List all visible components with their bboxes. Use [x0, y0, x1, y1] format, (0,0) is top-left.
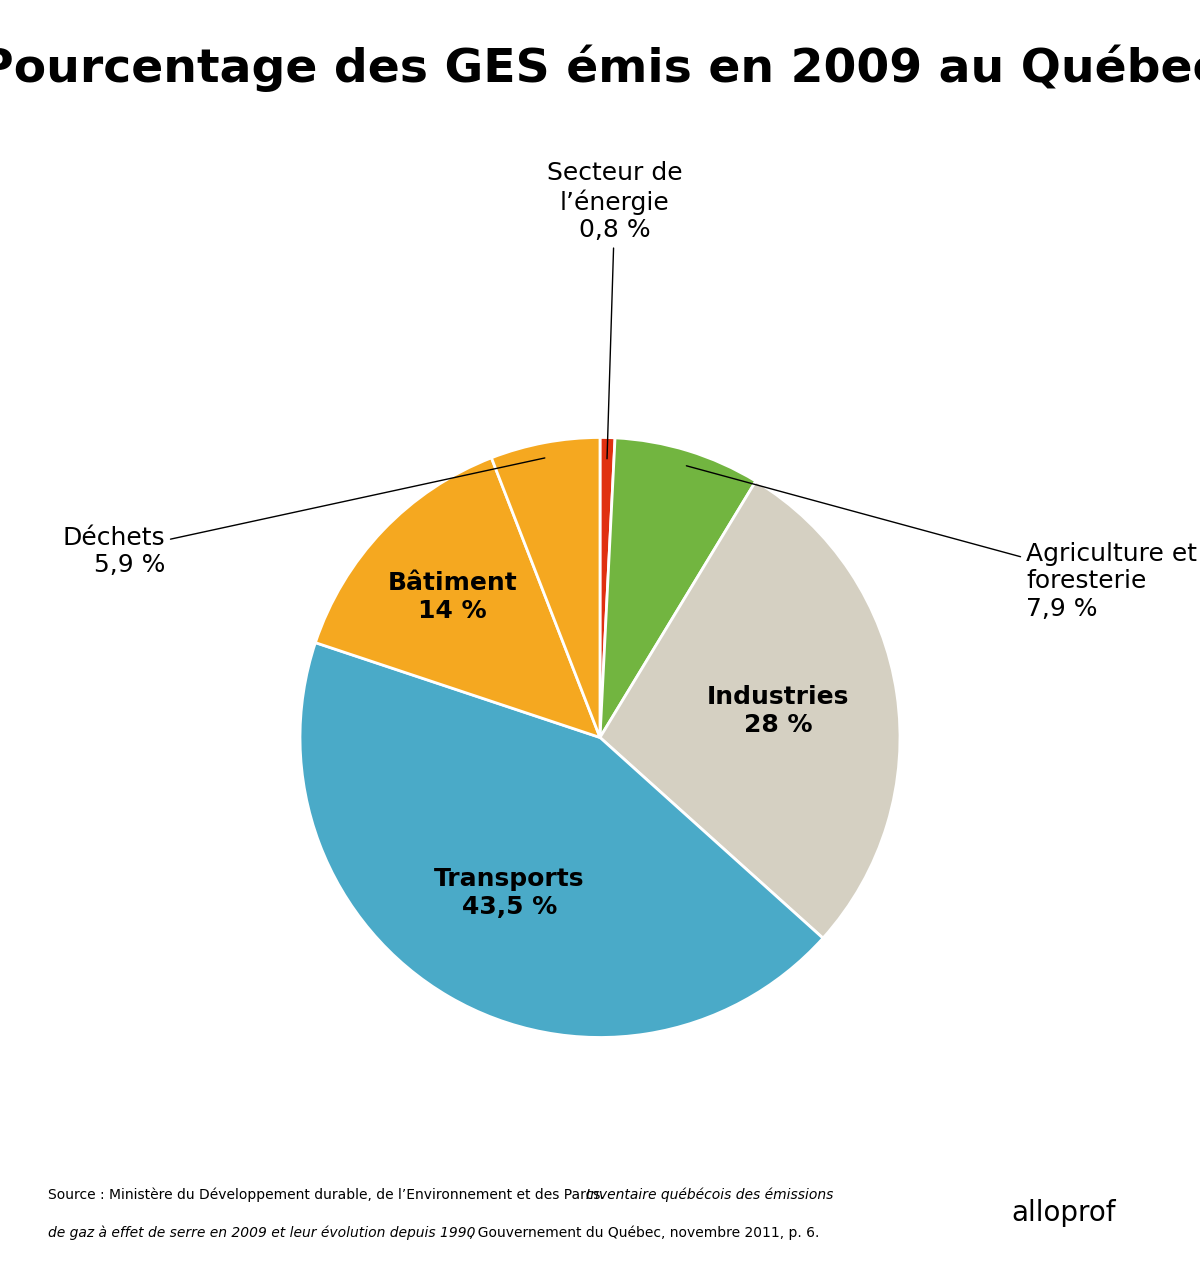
Text: alloprof: alloprof — [1012, 1199, 1116, 1227]
Text: de gaz à effet de serre en 2009 et leur évolution depuis 1990: de gaz à effet de serre en 2009 et leur … — [48, 1226, 475, 1240]
Text: Pourcentage des GES émis en 2009 au Québec: Pourcentage des GES émis en 2009 au Québ… — [0, 45, 1200, 92]
Text: , Gouvernement du Québec, novembre 2011, p. 6.: , Gouvernement du Québec, novembre 2011,… — [469, 1226, 820, 1240]
Text: Industries
28 %: Industries 28 % — [707, 685, 850, 738]
Text: Bâtiment
14 %: Bâtiment 14 % — [388, 571, 517, 623]
Text: Inventaire québécois des émissions: Inventaire québécois des émissions — [586, 1187, 834, 1201]
Wedge shape — [492, 437, 600, 738]
Wedge shape — [316, 457, 600, 738]
Wedge shape — [300, 642, 823, 1037]
Text: Agriculture et
foresterie
7,9 %: Agriculture et foresterie 7,9 % — [686, 466, 1198, 622]
Text: Source : Ministère du Développement durable, de l’Environnement et des Parcs.: Source : Ministère du Développement dura… — [48, 1187, 610, 1201]
Text: Secteur de
l’énergie
0,8 %: Secteur de l’énergie 0,8 % — [547, 161, 683, 459]
Text: Déchets
5,9 %: Déchets 5,9 % — [62, 457, 545, 577]
Wedge shape — [600, 482, 900, 938]
Wedge shape — [600, 438, 756, 738]
Wedge shape — [600, 437, 616, 738]
Text: Transports
43,5 %: Transports 43,5 % — [434, 868, 584, 919]
